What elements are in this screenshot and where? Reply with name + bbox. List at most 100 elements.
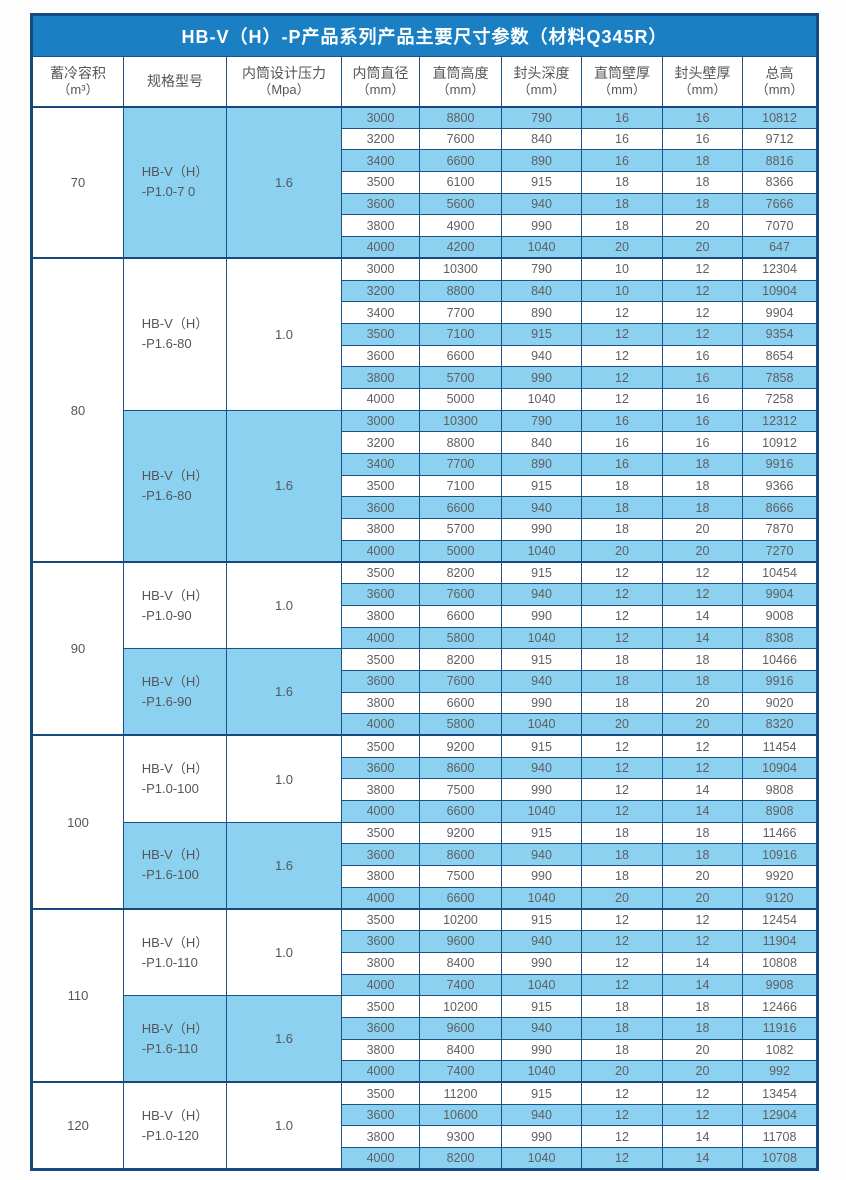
data-cell: 20	[662, 1060, 743, 1083]
data-cell: 16	[662, 409, 743, 433]
data-cell: 790	[501, 409, 582, 433]
data-cell: 1040	[501, 626, 582, 650]
data-cell: 7100	[419, 474, 502, 498]
table-row: HB-V（H） -P1.6-90 1.6 3500 8200 915 18 18 10466	[32, 648, 819, 736]
data-cell: 16	[662, 127, 743, 151]
column-header: 总高 （mm）	[741, 56, 819, 108]
data-cell: 990	[501, 691, 582, 715]
data-cell: 12	[662, 301, 743, 324]
data-cell: 4000	[341, 539, 420, 563]
data-cell: 20	[581, 886, 663, 910]
data-cell: 20	[662, 1038, 743, 1062]
data-cell: 4000	[341, 1147, 420, 1170]
data-cell: 18	[581, 192, 663, 216]
data-cell: 13454	[741, 1081, 819, 1105]
data-cell: 890	[501, 149, 582, 173]
data-cell: 12	[662, 257, 743, 281]
data-cell: 10916	[741, 843, 819, 867]
data-cell: 9008	[741, 604, 819, 628]
data-cell: 20	[581, 539, 663, 563]
data-cell: 18	[662, 192, 743, 216]
table-row: 3200 8800 840 10 12 10904	[32, 279, 819, 303]
data-cell: 14	[662, 604, 743, 628]
data-cell: 990	[501, 1125, 582, 1148]
data-cell: 9904	[741, 301, 819, 324]
data-cell: 12	[662, 560, 743, 585]
data-cell: 7400	[419, 973, 502, 997]
data-cell: 12	[662, 1081, 743, 1105]
column-unit: （mm）	[678, 81, 727, 97]
model-label: HB-V（H） -P1.6-80	[141, 316, 209, 352]
data-cell: 10200	[419, 907, 502, 932]
data-cell: 7500	[419, 778, 502, 801]
data-cell: 12	[662, 930, 743, 953]
data-cell: 9020	[741, 691, 819, 715]
data-cell: 10	[581, 257, 663, 281]
data-cell: 9920	[741, 865, 819, 888]
data-cell: 18	[662, 1016, 743, 1040]
volume-cell: 120	[31, 1081, 124, 1170]
data-cell: 16	[581, 127, 663, 151]
data-cell: 3000	[341, 409, 420, 433]
data-cell: 940	[501, 756, 582, 780]
data-cell: 6600	[419, 800, 502, 823]
data-cell: 8800	[419, 279, 502, 303]
data-cell: 1040	[501, 713, 582, 736]
data-cell: 3000	[341, 257, 420, 281]
data-cell: 10808	[741, 951, 819, 975]
data-cell: 915	[501, 734, 582, 758]
data-cell: 10600	[419, 1103, 502, 1127]
data-cell: 8800	[419, 105, 502, 129]
table-row: 3600 6600 940 12 16 8654	[32, 344, 819, 368]
data-cell: 3500	[341, 734, 420, 758]
model-cell: HB-V（H） -P1.0-110	[123, 907, 227, 997]
column-label: 直筒高度	[432, 64, 489, 81]
data-cell: 18	[581, 518, 663, 541]
data-cell: 14	[662, 800, 743, 823]
data-cell: 3400	[341, 453, 420, 476]
data-cell: 12	[662, 907, 743, 932]
data-cell: 3500	[341, 1081, 420, 1105]
table-row: 4000 4200 1040 20 20 647	[32, 236, 819, 259]
data-cell: 3800	[341, 951, 420, 975]
data-cell: 12	[581, 930, 663, 953]
data-cell: 7258	[741, 387, 819, 411]
data-cell: 3500	[341, 995, 420, 1018]
data-cell: 5000	[419, 539, 502, 563]
data-cell: 5000	[419, 387, 502, 411]
table-row: 90 HB-V（H） -P1.0-90 1.0 3500 8200 915 12 12 10454	[31, 560, 819, 736]
column-header: 内筒设计压力 （Mpa）	[226, 56, 342, 108]
data-cell: 9600	[419, 1016, 502, 1040]
data-cell: 7500	[419, 865, 502, 888]
column-unit: （mm）	[755, 81, 804, 97]
data-cell: 3200	[341, 279, 420, 303]
data-cell: 3800	[341, 518, 420, 541]
data-cell: 12	[581, 604, 663, 628]
model-label: HB-V（H） -P1.0-120	[141, 1107, 209, 1143]
column-unit: （mm）	[598, 81, 646, 97]
data-cell: 1040	[501, 539, 582, 563]
data-cell: 1040	[501, 1147, 582, 1170]
data-cell: 1040	[501, 387, 582, 411]
data-cell: 14	[662, 1125, 743, 1148]
table-row: 4000 5800 1040 20 20 8320	[32, 713, 819, 736]
data-cell: 5700	[419, 366, 502, 389]
data-cell: 14	[662, 778, 743, 801]
data-cell: 1082	[741, 1038, 819, 1062]
data-cell: 12	[662, 322, 743, 346]
data-cell: 7600	[419, 127, 502, 151]
data-cell: 4000	[341, 387, 420, 411]
column-unit: （Mpa）	[258, 81, 310, 97]
data-cell: 990	[501, 366, 582, 389]
data-cell: 12	[581, 756, 663, 780]
data-cell: 3800	[341, 604, 420, 628]
data-cell: 8816	[741, 149, 819, 173]
table-row: 3800 9300 990 12 14 11708	[32, 1125, 819, 1148]
data-cell: 9600	[419, 930, 502, 953]
data-cell: 6600	[419, 344, 502, 368]
data-cell: 18	[581, 691, 663, 715]
data-cell: 3200	[341, 127, 420, 151]
data-cell: 18	[581, 865, 663, 888]
model-label: HB-V（H） -P1.6-100	[141, 847, 209, 883]
data-cell: 12	[581, 1081, 663, 1105]
